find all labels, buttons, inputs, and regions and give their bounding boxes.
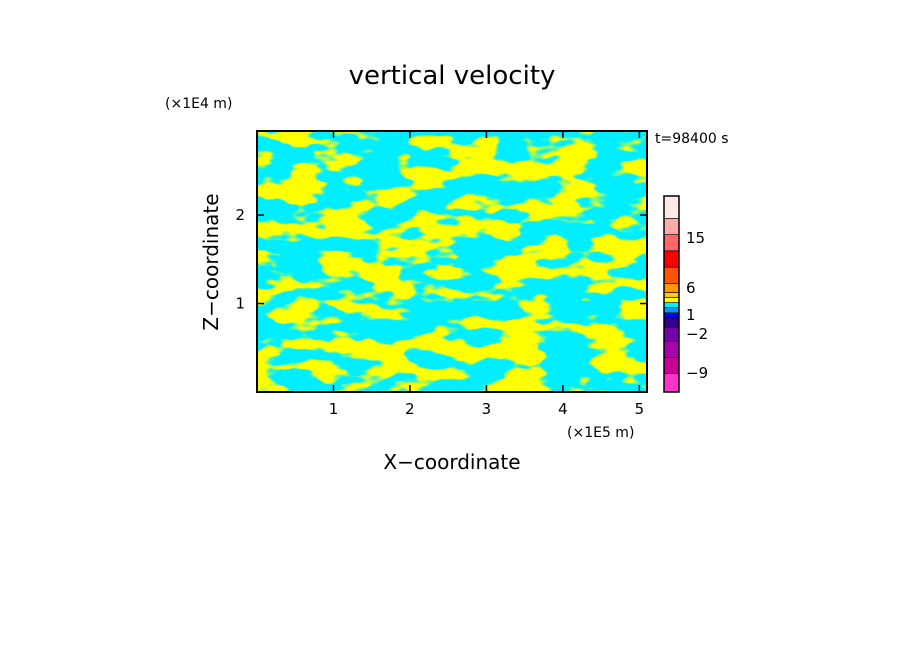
colorbar-tick-label: 15: [686, 229, 705, 247]
colorbar-segment: [663, 234, 680, 252]
colorbar-segment: [663, 312, 680, 319]
plot-area: [257, 131, 647, 392]
y-axis-ticks: 12: [235, 206, 647, 313]
x-axis-unit: (×1E5 m): [567, 425, 634, 441]
colorbar-segment: [663, 373, 680, 393]
x-tick-label: 2: [405, 400, 415, 418]
y-axis-label: Z−coordinate: [199, 193, 223, 330]
colorbar-segment: [663, 292, 680, 298]
colorbar-segment: [663, 326, 680, 342]
colorbar-segment: [663, 266, 680, 284]
colorbar: [663, 195, 680, 393]
x-axis-label: X−coordinate: [383, 450, 520, 474]
colorbar-segment: [663, 317, 680, 328]
colorbar-segment: [663, 297, 680, 303]
x-axis-ticks: 1 2 3 4 5: [329, 131, 644, 418]
x-tick-label: 5: [635, 400, 645, 418]
colorbar-tick-label: 1: [686, 306, 696, 324]
colorbar-tick-label: 6: [686, 279, 696, 297]
colorbar-frame: [663, 195, 680, 393]
colorbar-segment: [663, 307, 680, 314]
colorbar-tick-label: −9: [686, 364, 708, 382]
colorbar-segment: [663, 340, 680, 358]
plot-frame: [256, 130, 648, 393]
colorbar-segment: [663, 250, 680, 268]
x-tick-label: 4: [558, 400, 568, 418]
x-tick-label: 1: [329, 400, 339, 418]
colorbar-segment: [663, 218, 680, 235]
y-tick-label: 1: [235, 295, 245, 313]
y-tick-label: 2: [235, 206, 245, 224]
colorbar-tick-label: −2: [686, 325, 708, 343]
colorbar-segment: [663, 357, 680, 375]
colorbar-segment: [663, 302, 680, 309]
colorbar-segment: [663, 195, 680, 219]
y-axis-unit: (×1E4 m): [165, 96, 232, 112]
chart-title: vertical velocity: [349, 61, 556, 91]
x-tick-label: 3: [482, 400, 492, 418]
field-positive: [257, 131, 647, 392]
colorbar-labels: 15 6 1−2 −9: [686, 229, 708, 382]
colorbar-segment: [663, 283, 680, 293]
time-label: t=98400 s: [655, 131, 729, 147]
